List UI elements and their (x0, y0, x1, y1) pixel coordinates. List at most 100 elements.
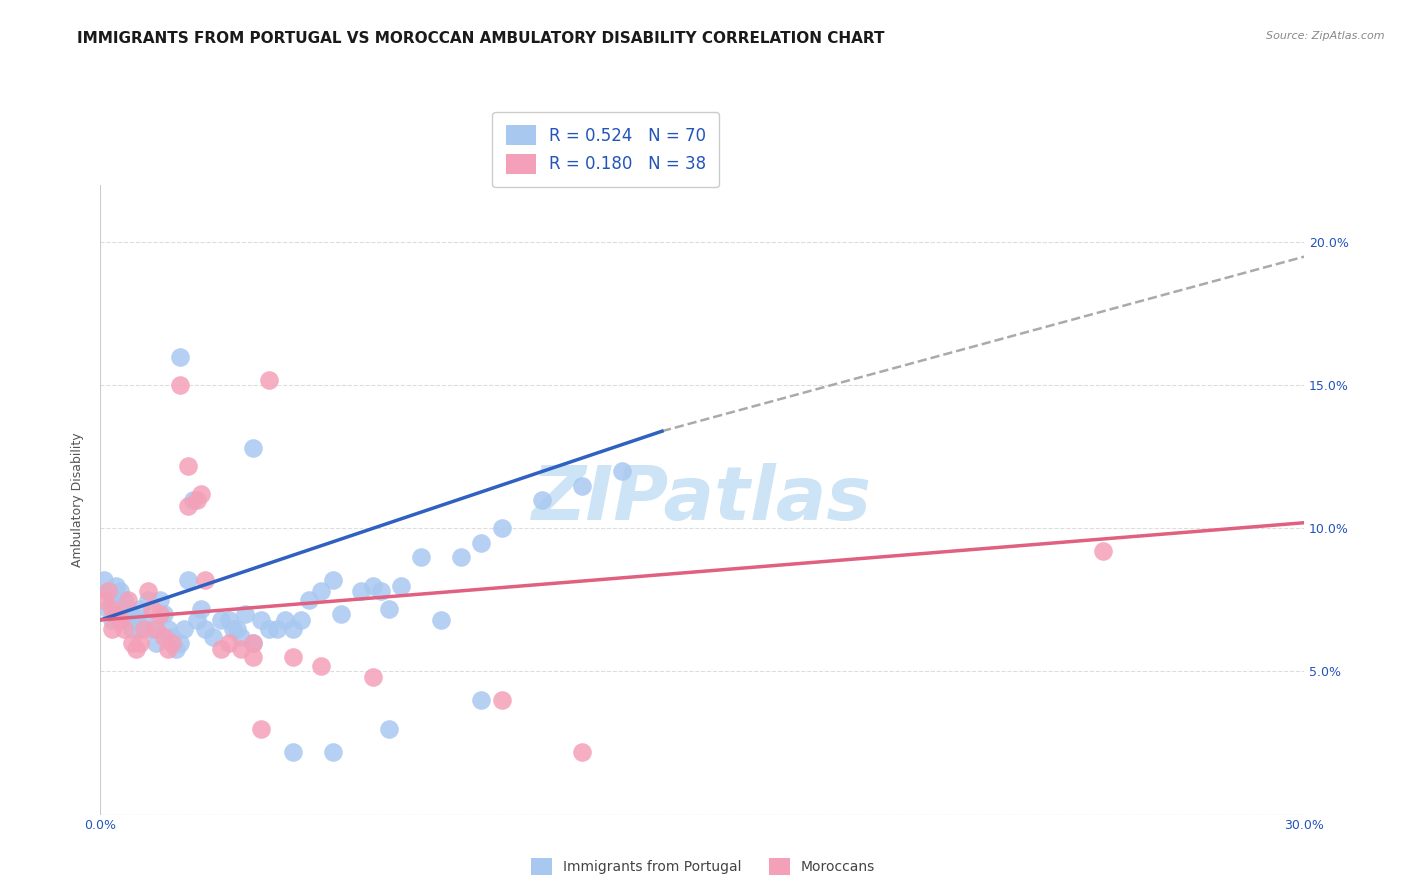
Text: ZIPatlas: ZIPatlas (531, 463, 872, 536)
Point (610, 464, 633, 478)
Point (177, 499, 200, 513)
Point (166, 641, 188, 656)
Point (138, 593, 160, 607)
Point (193, 573, 215, 587)
Point (378, 722, 401, 736)
Point (225, 622, 247, 636)
Point (173, 622, 195, 636)
Point (117, 593, 139, 607)
Point (290, 613, 312, 627)
Point (169, 350, 191, 364)
Point (193, 622, 215, 636)
Point (97, 601, 120, 615)
Point (571, 478, 593, 492)
Point (110, 584, 132, 599)
Point (121, 636, 143, 650)
Point (298, 593, 321, 607)
Point (370, 584, 392, 599)
Point (350, 584, 373, 599)
Point (169, 378, 191, 392)
Point (281, 622, 304, 636)
Point (218, 636, 240, 650)
Point (153, 630, 176, 644)
Point (129, 601, 152, 615)
Point (157, 622, 180, 636)
Point (162, 636, 184, 650)
Point (221, 622, 243, 636)
Legend: R = 0.524   N = 70, R = 0.180   N = 38: R = 0.524 N = 70, R = 0.180 N = 38 (492, 112, 720, 187)
Point (257, 622, 280, 636)
Point (491, 693, 513, 707)
Point (149, 593, 172, 607)
Point (242, 636, 264, 650)
Point (361, 670, 384, 684)
Point (97, 584, 120, 599)
Point (470, 535, 492, 549)
Point (322, 573, 344, 587)
Point (249, 722, 271, 736)
Point (322, 745, 344, 759)
Point (110, 613, 132, 627)
Point (105, 579, 128, 593)
Point (169, 636, 191, 650)
Point (389, 579, 412, 593)
Point (125, 613, 148, 627)
Point (129, 636, 152, 650)
Point (450, 550, 472, 565)
Point (249, 613, 271, 627)
Point (145, 636, 167, 650)
Point (112, 622, 135, 636)
Point (93, 573, 115, 587)
Point (153, 607, 176, 622)
Point (105, 607, 128, 622)
Point (121, 607, 143, 622)
Point (491, 521, 513, 535)
Point (266, 622, 288, 636)
Point (571, 745, 593, 759)
Point (141, 601, 163, 615)
Point (105, 599, 128, 613)
Point (378, 601, 401, 615)
Point (274, 613, 297, 627)
Point (162, 630, 184, 644)
Point (145, 622, 167, 636)
Point (242, 442, 264, 456)
Point (110, 607, 132, 622)
Point (530, 492, 553, 507)
Point (101, 593, 124, 607)
Point (101, 622, 124, 636)
Point (177, 573, 200, 587)
Point (101, 601, 124, 615)
Point (309, 584, 332, 599)
Point (134, 613, 156, 627)
Point (190, 487, 212, 501)
Point (233, 607, 256, 622)
Point (186, 492, 208, 507)
Point (97, 584, 120, 599)
Point (112, 593, 135, 607)
Point (134, 622, 156, 636)
Text: Source: ZipAtlas.com: Source: ZipAtlas.com (1267, 31, 1385, 41)
Point (177, 458, 200, 473)
Point (112, 613, 135, 627)
Point (281, 650, 304, 665)
Point (117, 601, 139, 615)
Point (411, 550, 433, 565)
Point (141, 622, 163, 636)
Legend: Immigrants from Portugal, Moroccans: Immigrants from Portugal, Moroccans (526, 853, 880, 880)
Point (181, 492, 204, 507)
Point (229, 641, 252, 656)
Point (257, 373, 280, 387)
Point (470, 693, 492, 707)
Text: IMMIGRANTS FROM PORTUGAL VS MOROCCAN AMBULATORY DISABILITY CORRELATION CHART: IMMIGRANTS FROM PORTUGAL VS MOROCCAN AMB… (77, 31, 884, 46)
Point (149, 607, 172, 622)
Point (93, 593, 115, 607)
Point (121, 622, 143, 636)
Point (190, 601, 212, 615)
Point (129, 622, 152, 636)
Point (186, 613, 208, 627)
Point (138, 584, 160, 599)
Point (201, 630, 224, 644)
Point (242, 650, 264, 665)
Point (209, 641, 232, 656)
